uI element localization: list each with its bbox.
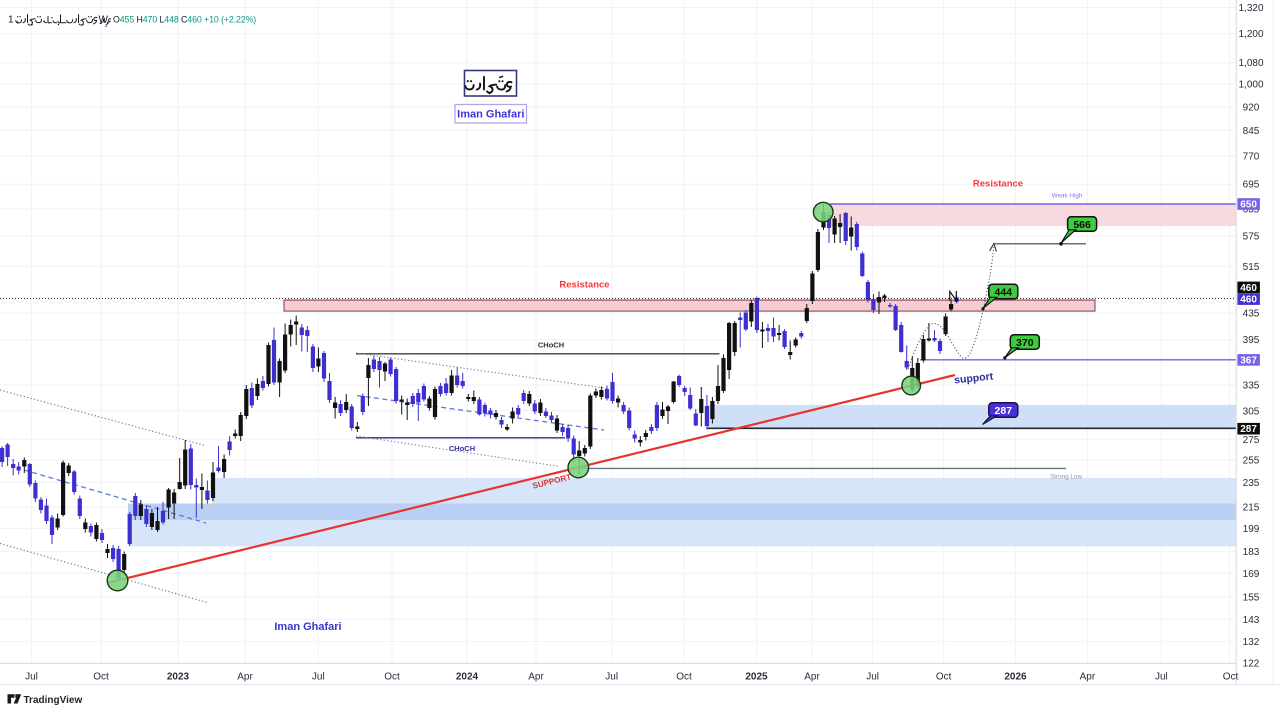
svg-text:Iman Ghafari: Iman Ghafari (457, 109, 524, 121)
svg-text:1,000: 1,000 (1238, 79, 1263, 90)
svg-text:395: 395 (1243, 335, 1260, 346)
svg-text:444: 444 (995, 286, 1013, 298)
svg-text:367: 367 (1240, 355, 1257, 366)
svg-text:2026: 2026 (1004, 672, 1027, 683)
svg-text:Strong Low: Strong Low (1050, 473, 1082, 480)
svg-text:695: 695 (1243, 180, 1260, 191)
svg-text:199: 199 (1243, 524, 1260, 535)
svg-text:370: 370 (1016, 337, 1034, 349)
svg-text:1,200: 1,200 (1238, 29, 1263, 40)
svg-text:650: 650 (1240, 200, 1257, 211)
svg-text:305: 305 (1243, 406, 1260, 417)
svg-text:Jul: Jul (312, 672, 325, 683)
svg-text:1,080: 1,080 (1238, 58, 1263, 69)
svg-text:Apr: Apr (528, 672, 544, 683)
svg-text:Jul: Jul (605, 672, 618, 683)
svg-text:Apr: Apr (237, 672, 253, 683)
svg-text:Oct: Oct (93, 672, 109, 683)
svg-text:Jul: Jul (1155, 672, 1168, 683)
svg-text:515: 515 (1243, 262, 1260, 273)
svg-text:support: support (954, 370, 995, 386)
svg-text:1,320: 1,320 (1238, 3, 1263, 14)
svg-text:2024: 2024 (456, 672, 479, 683)
svg-text:O455 H470 L448 C460 +10 (+2.22: O455 H470 L448 C460 +10 (+2.22%) (113, 14, 256, 24)
svg-text:CHoCH: CHoCH (538, 340, 564, 349)
svg-text:Apr: Apr (1080, 672, 1096, 683)
svg-text:Resistance: Resistance (973, 179, 1023, 190)
svg-text:215: 215 (1243, 503, 1260, 514)
svg-text:566: 566 (1073, 219, 1091, 231)
svg-text:169: 169 (1243, 569, 1260, 580)
svg-text:460: 460 (1240, 295, 1257, 306)
svg-text:Oct: Oct (1223, 672, 1239, 683)
svg-text:335: 335 (1243, 380, 1260, 391)
svg-text:155: 155 (1243, 593, 1260, 604)
svg-text:CHoCH: CHoCH (449, 444, 475, 453)
svg-text:287: 287 (1240, 424, 1257, 435)
svg-text:TradingView: TradingView (24, 695, 83, 706)
svg-text:Oct: Oct (384, 672, 400, 683)
svg-text:2025: 2025 (745, 672, 768, 683)
svg-text:460: 460 (1240, 283, 1257, 294)
svg-text:635: 635 (1243, 204, 1260, 215)
svg-text:Jul: Jul (25, 672, 38, 683)
svg-text:920: 920 (1243, 102, 1260, 113)
svg-text:1 ,: 1 , (8, 15, 19, 26)
svg-text:435: 435 (1243, 309, 1260, 320)
svg-text:287: 287 (995, 405, 1013, 417)
svg-text:143: 143 (1243, 615, 1260, 626)
svg-text:122: 122 (1243, 659, 1260, 670)
svg-text:Resistance: Resistance (559, 280, 609, 291)
svg-text:Jul: Jul (866, 672, 879, 683)
svg-text:275: 275 (1243, 435, 1260, 446)
svg-text:845: 845 (1243, 126, 1260, 137)
svg-text:Weak High: Weak High (1052, 193, 1083, 200)
svg-text:235: 235 (1243, 478, 1260, 489)
svg-text:770: 770 (1243, 151, 1260, 162)
svg-text:Oct: Oct (936, 672, 952, 683)
svg-text:183: 183 (1243, 547, 1260, 558)
svg-text:575: 575 (1243, 232, 1260, 243)
svg-text:Oct: Oct (676, 672, 692, 683)
svg-text:Apr: Apr (804, 672, 820, 683)
svg-text:2023: 2023 (167, 672, 190, 683)
svg-text:Iman Ghafari: Iman Ghafari (274, 621, 341, 633)
svg-text:255: 255 (1243, 456, 1260, 467)
svg-text:132: 132 (1243, 637, 1260, 648)
svg-text:W,: W, (99, 15, 111, 26)
